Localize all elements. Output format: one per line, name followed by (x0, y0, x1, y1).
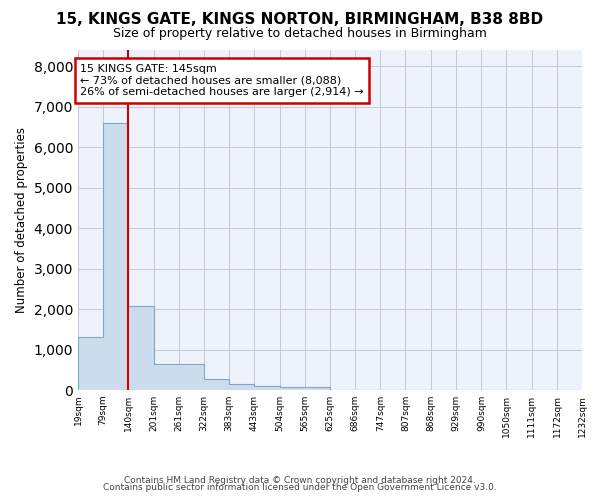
Text: 15 KINGS GATE: 145sqm
← 73% of detached houses are smaller (8,088)
26% of semi-d: 15 KINGS GATE: 145sqm ← 73% of detached … (80, 64, 364, 97)
Text: 15, KINGS GATE, KINGS NORTON, BIRMINGHAM, B38 8BD: 15, KINGS GATE, KINGS NORTON, BIRMINGHAM… (56, 12, 544, 28)
Y-axis label: Number of detached properties: Number of detached properties (15, 127, 28, 313)
Text: Contains HM Land Registry data © Crown copyright and database right 2024.: Contains HM Land Registry data © Crown c… (124, 476, 476, 485)
Text: Size of property relative to detached houses in Birmingham: Size of property relative to detached ho… (113, 28, 487, 40)
Text: Contains public sector information licensed under the Open Government Licence v3: Contains public sector information licen… (103, 484, 497, 492)
